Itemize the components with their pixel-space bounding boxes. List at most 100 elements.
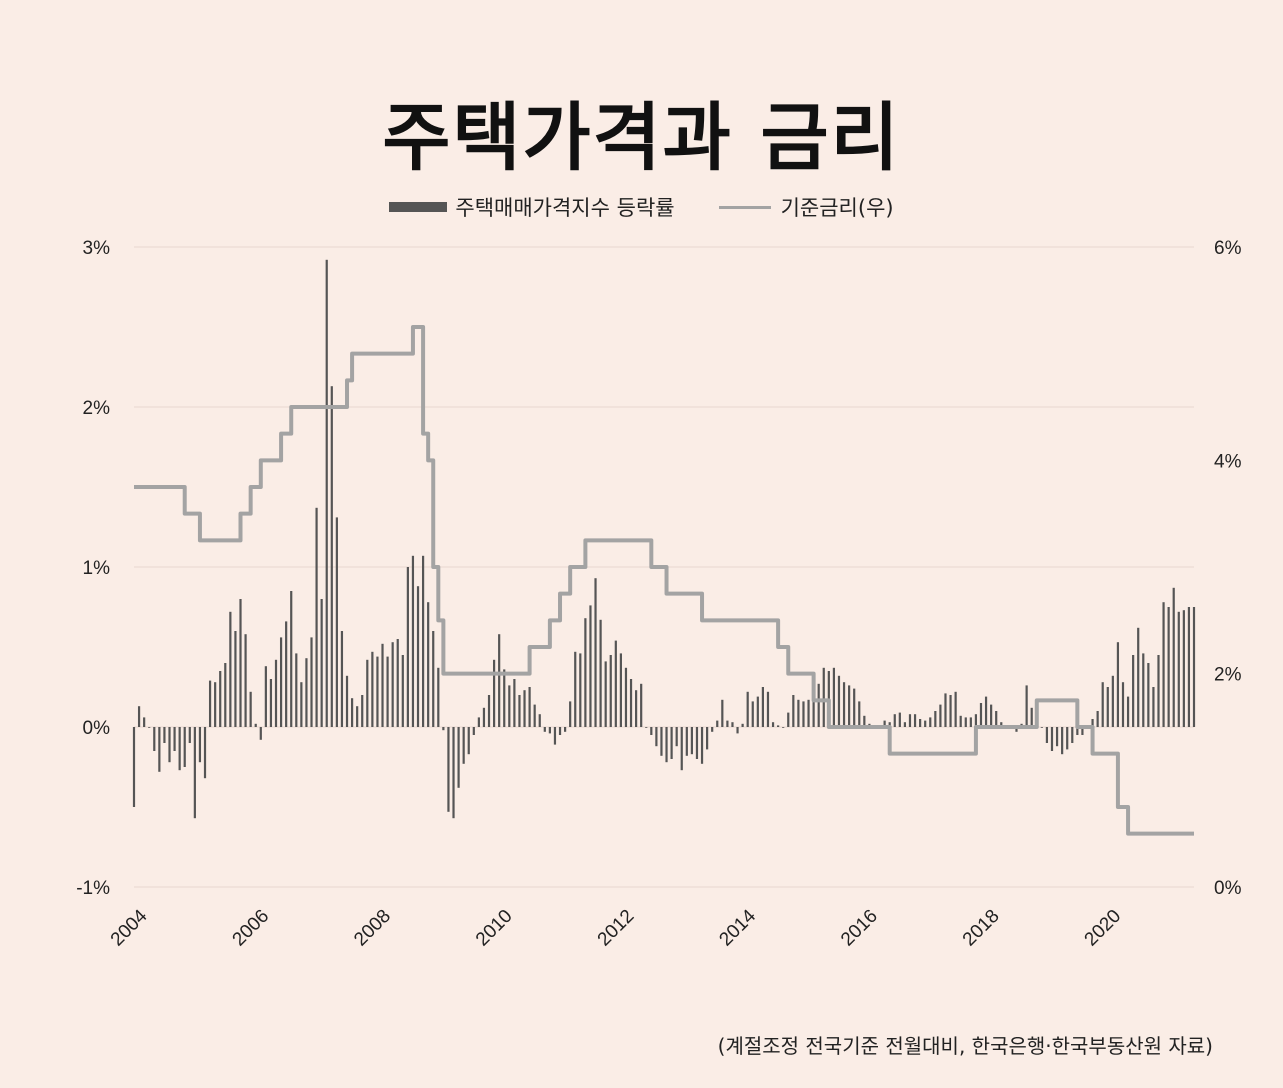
bar-mark	[173, 727, 176, 751]
bar-mark	[416, 586, 420, 727]
bar-mark	[736, 727, 739, 734]
bar-mark	[1071, 727, 1074, 743]
bar-mark	[457, 727, 460, 788]
y-right-tick-label: 4%	[1214, 451, 1242, 472]
bar-mark	[472, 727, 475, 735]
bar-mark	[452, 727, 455, 819]
bar-mark	[1091, 719, 1094, 727]
bar-mark	[482, 707, 486, 727]
y-axis-left: 3% 2% 1% 0% -1%	[76, 238, 110, 899]
bar-mark	[655, 727, 658, 747]
bar-mark	[898, 712, 901, 727]
bar-mark	[731, 722, 734, 727]
bar-mark	[178, 727, 181, 771]
bar-mark	[680, 727, 683, 771]
bar-mark	[295, 653, 298, 727]
bar-mark	[893, 714, 896, 727]
bar-mark	[589, 605, 592, 727]
y-right-tick-label: 6%	[1214, 238, 1242, 259]
bar-mark	[706, 727, 709, 750]
bar-mark	[315, 507, 318, 727]
bar-mark	[492, 659, 496, 727]
bar-mark	[269, 679, 273, 727]
bar-mark	[802, 701, 805, 727]
bar-mark	[640, 683, 643, 727]
bar-mark	[584, 618, 587, 727]
bar-mark	[842, 682, 846, 727]
bar-mark	[1147, 663, 1150, 727]
bar-mark	[137, 706, 141, 727]
bar-mark	[726, 720, 729, 727]
bar-mark	[604, 661, 607, 727]
bar-mark	[381, 643, 384, 727]
bar-mark	[782, 727, 785, 728]
bar-mark	[766, 691, 770, 727]
bar-mark	[528, 687, 531, 727]
bar-mark	[208, 680, 212, 727]
bar-mark	[1192, 607, 1196, 727]
bar-mark	[132, 727, 136, 807]
rate-line	[134, 325, 1194, 836]
bar-mark	[832, 667, 836, 727]
rate-line-series	[134, 325, 1194, 836]
bar-mark	[193, 727, 196, 819]
bar-mark	[817, 683, 820, 727]
bar-mark	[437, 667, 440, 727]
bar-mark	[716, 720, 719, 727]
x-axis: 2004 2006 2008 2010 2012 2014 2016 2018 2020	[107, 905, 1126, 950]
bar-mark	[777, 725, 780, 727]
bar-mark	[903, 722, 907, 727]
bar-mark	[619, 653, 622, 727]
bar-mark	[848, 685, 851, 727]
bar-mark	[320, 599, 323, 727]
bar-mark	[518, 695, 521, 727]
x-tick-label: 2008	[350, 906, 395, 951]
source-note: (계절조정 전국기준 전월대비, 한국은행·한국부동산원 자료)	[717, 1034, 1213, 1058]
bar-mark	[1116, 642, 1120, 727]
bar-mark	[685, 727, 688, 756]
x-tick-label: 2010	[472, 906, 517, 951]
bar-mark	[148, 727, 151, 728]
bar-mark	[361, 695, 364, 727]
bar-mark	[1055, 727, 1059, 747]
bar-mark	[477, 717, 480, 727]
bar-mark	[863, 715, 866, 727]
bar-mark	[670, 727, 673, 759]
bar-mark	[350, 698, 354, 727]
bar-mark	[487, 695, 491, 727]
bar-mark	[274, 659, 278, 727]
bar-mark	[406, 567, 409, 727]
bar-mark	[143, 717, 146, 727]
y-right-tick-label: 2%	[1214, 665, 1242, 686]
bar-mark	[751, 701, 754, 727]
chart-title: 주택가격과 금리	[382, 95, 901, 181]
bar-mark	[214, 682, 217, 727]
bar-mark	[579, 653, 582, 727]
bar-mark	[376, 656, 379, 727]
bar-mark	[371, 651, 374, 727]
bar-mark	[558, 727, 562, 735]
bar-mark	[969, 717, 972, 727]
y-left-tick-label: -1%	[76, 878, 110, 899]
bar-mark	[954, 691, 957, 727]
bar-mark	[645, 727, 648, 728]
bar-mark	[188, 727, 191, 743]
bar-mark	[812, 695, 815, 727]
y-left-tick-label: 1%	[83, 558, 111, 579]
bar-mark	[1061, 727, 1064, 755]
y-left-tick-label: 2%	[83, 398, 111, 419]
bar-mark	[929, 717, 932, 727]
bar-mark	[1121, 682, 1125, 727]
bar-mark	[305, 658, 308, 727]
bar-mark	[1187, 607, 1191, 727]
bar-mark	[1182, 610, 1185, 727]
bar-mark	[858, 701, 861, 727]
x-tick-label: 2006	[229, 906, 274, 951]
bar-mark	[635, 690, 638, 727]
bar-mark	[163, 727, 166, 743]
bar-mark	[853, 688, 856, 727]
bar-mark	[1040, 727, 1043, 728]
bar-mark	[1177, 611, 1180, 727]
bar-mark	[503, 669, 506, 727]
bar-mark	[1066, 727, 1069, 750]
